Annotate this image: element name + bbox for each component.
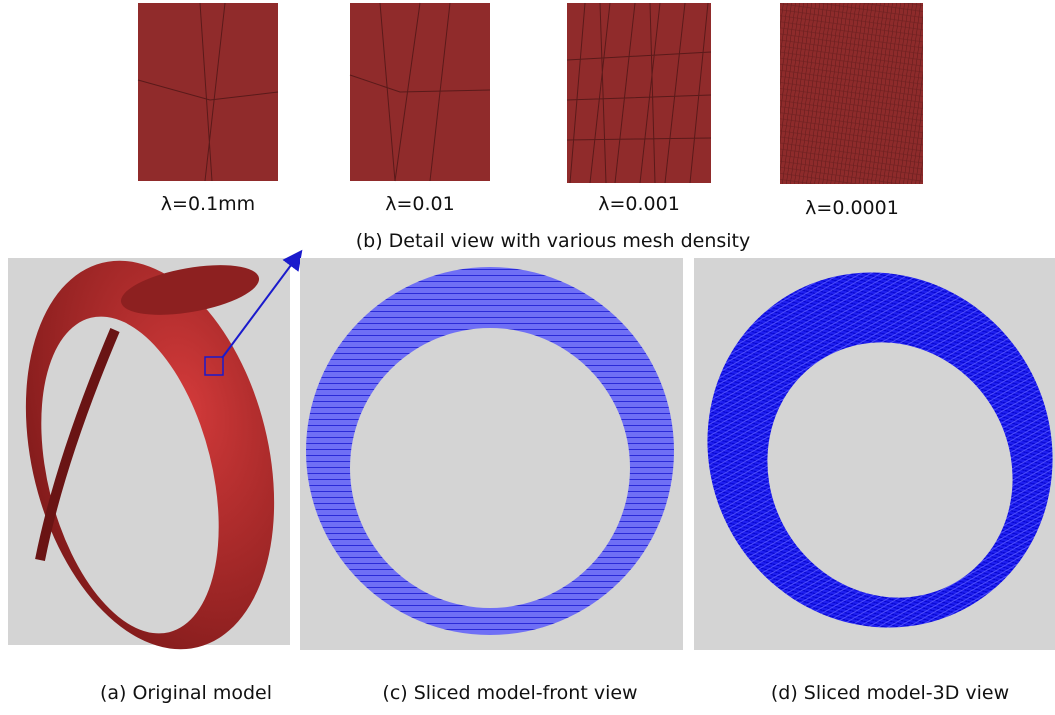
panel-caption: (a) Original model [100, 682, 272, 704]
detail-label: λ=0.1mm [161, 193, 255, 215]
detail-label: λ=0.01 [385, 193, 454, 215]
detail-label: λ=0.0001 [805, 197, 899, 219]
detail-view [350, 3, 490, 181]
panel-caption: (d) Sliced model-3D view [771, 682, 1009, 704]
detail-label: λ=0.001 [598, 193, 680, 215]
sliced-front-view [300, 258, 683, 650]
detail-caption: (b) Detail view with various mesh densit… [356, 230, 751, 252]
sliced-3d-view [643, 209, 1055, 691]
original-model [0, 234, 312, 675]
detail-view [567, 3, 711, 183]
detail-view [780, 3, 923, 184]
figure: λ=0.1mm λ=0.01 λ=0.001 λ=0.0001 (b) Deta… [0, 0, 1055, 711]
detail-view [138, 3, 278, 181]
panel-caption: (c) Sliced model-front view [382, 682, 637, 704]
